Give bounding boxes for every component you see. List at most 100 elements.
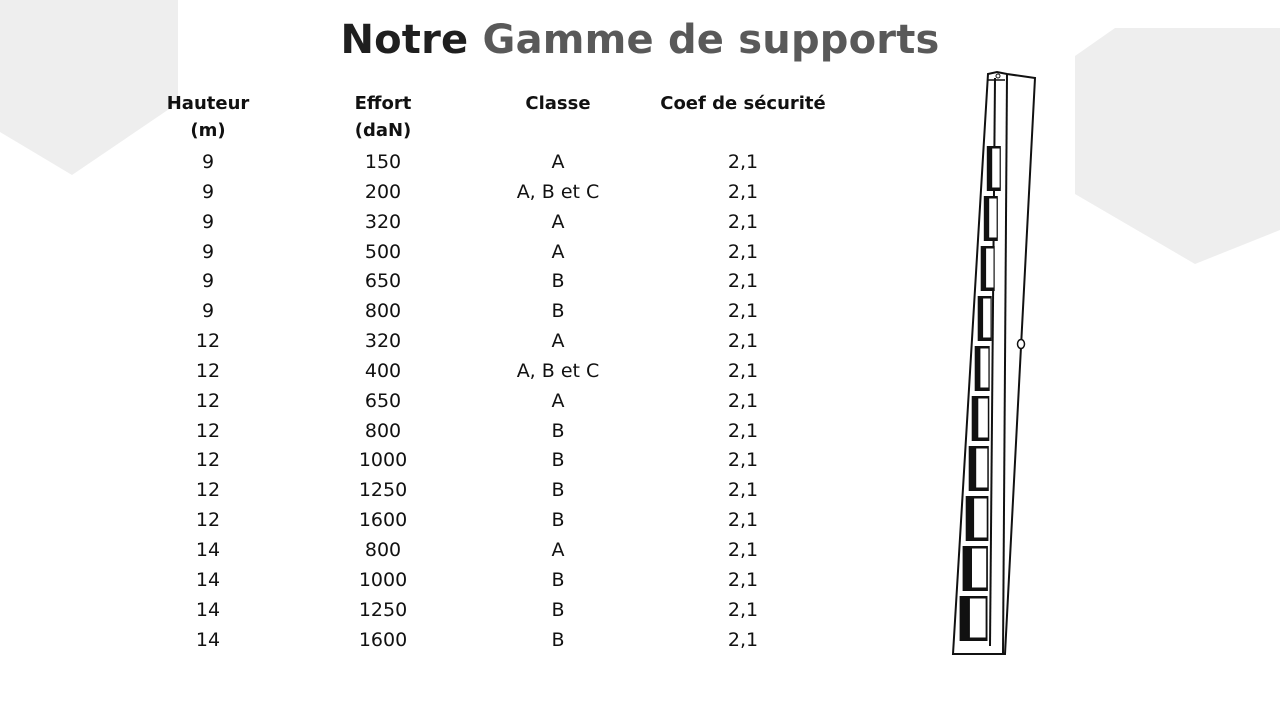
page-title: Notre Gamme de supports — [0, 12, 1280, 68]
cell-coef: 2,1 — [727, 151, 759, 173]
cell-classe: A — [551, 240, 565, 263]
cell-coef: 2,1 — [727, 389, 759, 412]
cell-hauteur: 12 — [195, 449, 221, 472]
table-row: 14 800 A 2,1 — [138, 536, 858, 566]
utility-pole-drawing — [951, 70, 1037, 655]
cell-effort: 800 — [364, 538, 402, 561]
cell-coef: 2,1 — [727, 509, 759, 532]
header-classe-line1: Classe — [525, 93, 591, 114]
table-row: 12 650 A 2,1 — [138, 387, 858, 417]
header-hauteur: Hauteur (m) — [138, 90, 278, 148]
cell-effort: 200 — [364, 180, 402, 203]
cell-effort: 650 — [364, 389, 402, 412]
supports-table: Hauteur (m) Effort (daN) Classe Coef de … — [138, 90, 858, 655]
table-row: 12 400 A, B et C 2,1 — [138, 357, 858, 387]
table-body: 9 150 A 2,1 9 200 A, B et C 2,1 9 320 A 2,1 9 500 A 2,1… — [138, 148, 858, 655]
pole-compartment-window — [979, 347, 990, 389]
table-row: 12 800 B 2,1 — [138, 417, 858, 447]
table-row: 14 1250 B 2,1 — [138, 596, 858, 626]
cell-coef: 2,1 — [727, 270, 759, 293]
pole-compartment-window — [977, 397, 989, 439]
header-hauteur-line2: (m) — [190, 120, 226, 141]
header-classe: Classe — [488, 90, 628, 148]
table-row: 9 200 A, B et C 2,1 — [138, 178, 858, 208]
cell-coef: 2,1 — [727, 568, 759, 591]
table-row: 14 1600 B 2,1 — [138, 626, 858, 656]
cell-coef: 2,1 — [727, 479, 759, 502]
cell-hauteur: 12 — [195, 479, 221, 502]
pole-compartment-window — [971, 547, 988, 589]
cell-coef: 2,1 — [727, 240, 759, 263]
pole-compartment-window — [975, 447, 989, 489]
cell-classe: A, B et C — [516, 359, 600, 382]
header-effort: Effort (daN) — [278, 90, 488, 148]
cell-hauteur: 9 — [201, 210, 215, 233]
cell-hauteur: 14 — [195, 538, 221, 561]
table-row: 12 1600 B 2,1 — [138, 506, 858, 536]
cell-effort: 320 — [364, 330, 402, 353]
table-row: 14 1000 B 2,1 — [138, 566, 858, 596]
cell-coef: 2,1 — [727, 449, 759, 472]
cell-coef: 2,1 — [727, 419, 759, 442]
cell-classe: A — [551, 389, 565, 412]
cell-hauteur: 12 — [195, 359, 221, 382]
title-bold-word: Notre — [340, 17, 469, 63]
cell-effort: 650 — [364, 270, 402, 293]
table-row: 12 1250 B 2,1 — [138, 476, 858, 506]
cell-classe: B — [551, 449, 565, 472]
cell-hauteur: 9 — [201, 180, 215, 203]
table-row: 9 150 A 2,1 — [138, 148, 858, 178]
cell-classe: A — [551, 330, 565, 353]
cell-effort: 1250 — [358, 598, 408, 621]
cell-effort: 1250 — [358, 479, 408, 502]
cell-coef: 2,1 — [727, 300, 759, 323]
table-row: 9 800 B 2,1 — [138, 297, 858, 327]
cell-coef: 2,1 — [727, 210, 759, 233]
cell-classe: B — [551, 419, 565, 442]
cell-effort: 1000 — [358, 449, 408, 472]
cell-coef: 2,1 — [727, 598, 759, 621]
pole-bolt-hole — [1016, 338, 1026, 350]
cell-classe: A — [551, 151, 565, 173]
supports-table-container: Hauteur (m) Effort (daN) Classe Coef de … — [138, 90, 858, 655]
cell-classe: B — [551, 479, 565, 502]
header-coef: Coef de sécurité — [628, 90, 858, 148]
table-header: Hauteur (m) Effort (daN) Classe Coef de … — [138, 90, 858, 148]
table-row: 12 320 A 2,1 — [138, 327, 858, 357]
cell-hauteur: 9 — [201, 300, 215, 323]
cell-effort: 1600 — [358, 509, 408, 532]
cell-effort: 400 — [364, 359, 402, 382]
pole-compartment-window — [985, 247, 995, 289]
cell-hauteur: 14 — [195, 568, 221, 591]
cell-classe: A, B et C — [516, 180, 600, 203]
cell-effort: 150 — [364, 151, 402, 173]
cell-hauteur: 9 — [201, 151, 215, 173]
cell-effort: 1600 — [358, 628, 408, 651]
pole-compartment-window — [988, 197, 998, 239]
cell-classe: B — [551, 509, 565, 532]
table-row: 9 320 A 2,1 — [138, 208, 858, 238]
cell-effort: 320 — [364, 210, 402, 233]
header-coef-line1: Coef de sécurité — [660, 93, 826, 114]
cell-hauteur: 12 — [195, 389, 221, 412]
cell-coef: 2,1 — [727, 538, 759, 561]
cell-hauteur: 14 — [195, 628, 221, 651]
cell-hauteur: 12 — [195, 509, 221, 532]
cell-classe: B — [551, 628, 565, 651]
cell-classe: B — [551, 598, 565, 621]
cell-hauteur: 9 — [201, 240, 215, 263]
header-hauteur-line1: Hauteur — [166, 93, 250, 114]
cell-hauteur: 9 — [201, 270, 215, 293]
cell-coef: 2,1 — [727, 330, 759, 353]
header-effort-line2: (daN) — [354, 120, 412, 141]
cell-classe: B — [551, 568, 565, 591]
title-rest: Gamme de supports — [482, 17, 940, 63]
table-row: 9 500 A 2,1 — [138, 238, 858, 268]
cell-classe: A — [551, 538, 565, 561]
cell-hauteur: 12 — [195, 419, 221, 442]
pole-compartment-window — [991, 147, 1001, 189]
header-effort-line1: Effort — [354, 93, 412, 114]
pole-compartment-window — [973, 497, 988, 539]
table-row: 12 1000 B 2,1 — [138, 446, 858, 476]
cell-hauteur: 12 — [195, 330, 221, 353]
